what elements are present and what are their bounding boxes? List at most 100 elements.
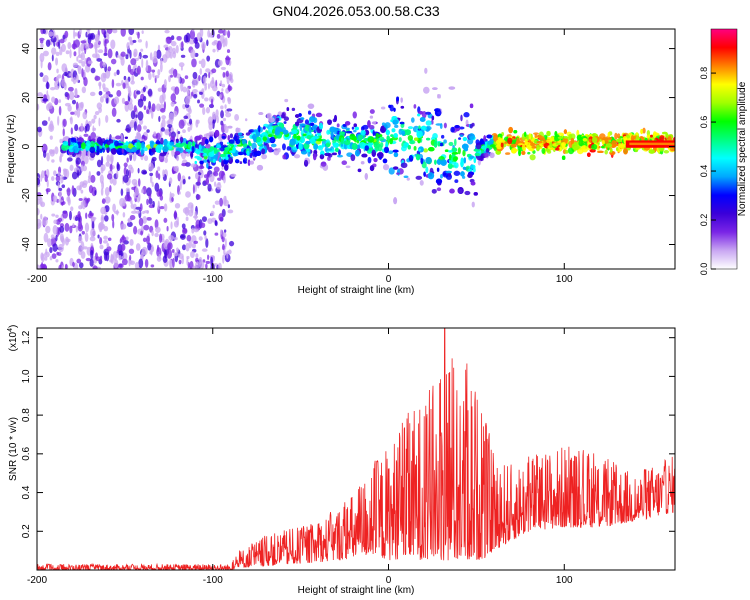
noise-blob: [85, 257, 92, 262]
signal-blob: [263, 145, 267, 148]
signal-blob: [486, 134, 493, 139]
signal-blob: [267, 146, 273, 153]
noise-blob: [214, 200, 220, 205]
signal-blob: [261, 148, 266, 155]
noise-blob: [138, 217, 144, 227]
signal-blob: [315, 112, 323, 118]
noise-blob: [68, 73, 72, 77]
noise-blob: [170, 221, 173, 230]
signal-blob: [106, 140, 111, 146]
signal-blob: [340, 137, 344, 145]
signal-blob: [604, 138, 609, 145]
signal-blob: [582, 137, 588, 142]
signal-blob: [601, 145, 605, 149]
signal-blob: [464, 190, 471, 196]
noise-blob: [104, 39, 109, 44]
noise-blob: [106, 154, 111, 163]
signal-blob: [269, 136, 276, 144]
noise-blob: [211, 76, 215, 85]
noise-blob: [200, 58, 206, 69]
signal-blob: [133, 139, 137, 143]
noise-blob: [136, 65, 141, 75]
signal-blob: [317, 145, 324, 151]
noise-blob: [40, 213, 43, 220]
noise-blob: [178, 253, 184, 260]
noise-blob: [40, 252, 44, 261]
noise-blob: [47, 102, 53, 110]
signal-blob: [561, 142, 565, 149]
snr-y-ticks: 1.2 1.0 0.8 0.6 0.4 0.2: [21, 330, 675, 538]
noise-blob: [217, 246, 221, 253]
noise-blob: [69, 164, 74, 171]
noise-blob: [77, 65, 81, 71]
signal-blob: [235, 127, 240, 133]
noise-blob: [107, 237, 112, 242]
noise-blob: [171, 248, 175, 254]
noise-blob: [57, 171, 61, 178]
signal-blob: [342, 124, 347, 128]
signal-blob: [469, 123, 473, 129]
signal-blob: [367, 156, 372, 164]
signal-blob: [597, 150, 604, 154]
signal-blob: [218, 157, 222, 163]
noise-blob: [172, 257, 175, 268]
signal-blob: [489, 144, 496, 148]
noise-blob: [87, 60, 93, 65]
signal-blob: [385, 129, 390, 136]
signal-blob: [534, 133, 538, 138]
signal-blob: [413, 146, 417, 151]
signal-blob: [524, 138, 528, 146]
noise-blob: [221, 83, 226, 88]
signal-blob: [160, 137, 164, 145]
noise-blob: [133, 105, 137, 113]
noise-blob: [45, 81, 50, 90]
signal-blob: [447, 172, 452, 177]
noise-blob: [43, 232, 49, 243]
noise-blob: [178, 76, 181, 84]
noise-blob: [113, 72, 117, 77]
noise-blob: [83, 133, 89, 137]
noise-blob: [221, 88, 224, 92]
noise-blob: [182, 129, 186, 134]
signal-blob: [460, 157, 464, 164]
signal-blob: [396, 96, 400, 102]
signal-blob: [578, 139, 584, 147]
snr-x-label: Height of straight line (km): [298, 585, 415, 596]
signal-blob: [213, 147, 218, 154]
signal-blob: [470, 164, 476, 170]
noise-blob: [46, 152, 50, 162]
noise-blob: [58, 187, 63, 191]
noise-blob: [158, 115, 161, 123]
signal-blob: [262, 126, 266, 130]
noise-blob: [97, 49, 104, 54]
noise-blob: [123, 75, 127, 81]
signal-blob: [376, 152, 384, 157]
noise-blob: [154, 182, 160, 192]
noise-blob: [177, 131, 181, 135]
noise-blob: [146, 235, 150, 245]
noise-blob: [180, 81, 184, 92]
signal-blob: [204, 138, 209, 145]
noise-blob: [178, 62, 185, 68]
noise-blob: [202, 82, 208, 86]
noise-blob: [150, 109, 154, 120]
noise-blob: [80, 40, 87, 44]
noise-blob: [79, 181, 85, 187]
noise-blob: [211, 85, 218, 92]
signal-blob: [403, 175, 409, 179]
signal-blob: [462, 149, 466, 157]
signal-blob: [607, 136, 613, 140]
signal-blob: [586, 152, 591, 157]
noise-blob: [99, 96, 104, 103]
signal-blob: [431, 188, 437, 194]
signal-blob: [440, 134, 445, 139]
noise-blob: [116, 163, 121, 172]
signal-blob: [304, 119, 310, 125]
noise-blob: [80, 123, 84, 133]
signal-blob: [511, 139, 517, 143]
signal-blob: [614, 132, 618, 140]
signal-blob: [489, 152, 495, 159]
signal-blob: [507, 137, 513, 145]
noise-blob: [95, 36, 100, 44]
signal-blob: [479, 138, 484, 145]
